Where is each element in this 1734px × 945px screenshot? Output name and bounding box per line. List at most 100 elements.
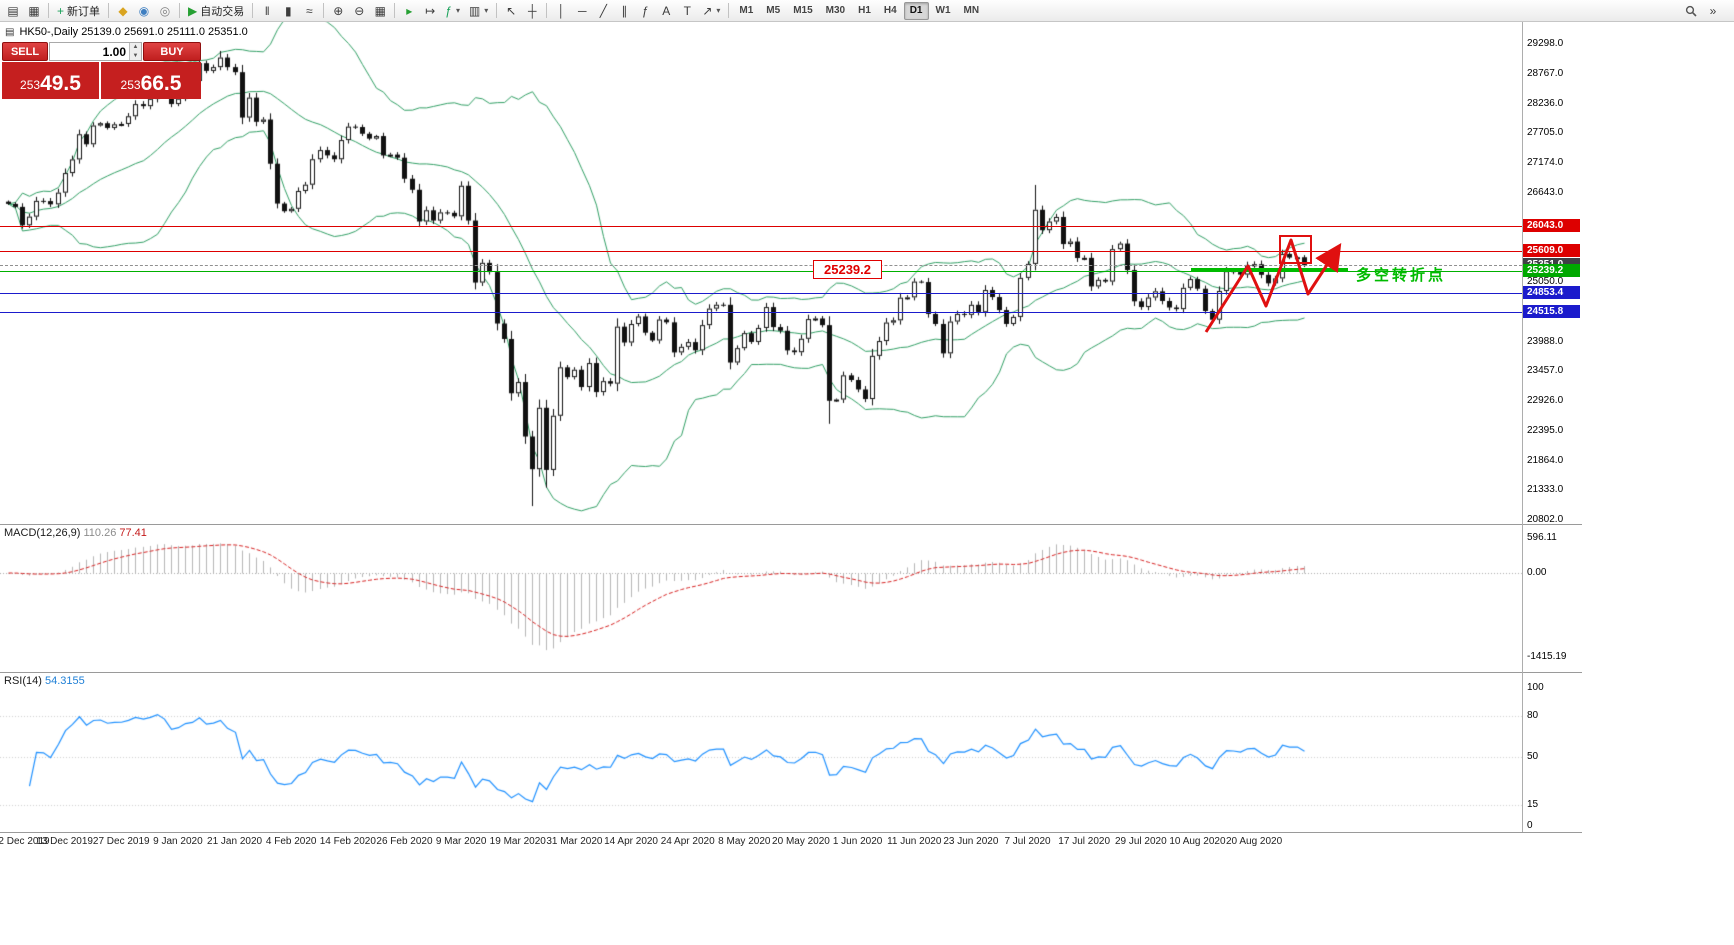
chart-shift-icon[interactable]: ↦ <box>425 3 436 18</box>
hline-25609[interactable] <box>0 251 1522 252</box>
rsi-axis-label: 80 <box>1527 709 1539 721</box>
label-tool-icon[interactable]: T <box>683 3 691 18</box>
toolbar-separator <box>323 3 325 18</box>
toolbar-separator <box>48 3 49 18</box>
buy-price[interactable]: 253 66.5 <box>101 62 201 99</box>
volume-input[interactable]: 1.00 ▲ ▼ <box>49 42 142 61</box>
hline-25351[interactable] <box>0 265 1522 266</box>
sell-price-prefix: 253 <box>20 78 41 92</box>
hline-25239.2[interactable] <box>0 271 1522 272</box>
date-axis-label: 2 Dec 2019 <box>0 836 50 847</box>
timeframe-m1-button[interactable]: M1 <box>739 5 754 16</box>
templates-icon[interactable]: ▥ ▾ <box>468 3 489 18</box>
candlestick-chart-icon[interactable]: ▮ <box>284 3 292 18</box>
price-tag-25609: 25609.0 <box>1523 244 1580 257</box>
turning-point-text[interactable]: 多空转折点 <box>1356 267 1447 284</box>
price-axis-label: 26643.0 <box>1527 186 1564 198</box>
zoom-in-icon[interactable]: ⊕ <box>333 3 344 18</box>
toolbar-right-group: » <box>1681 1 1723 20</box>
turning-point-line[interactable] <box>1191 268 1348 272</box>
date-axis-label: 10 Aug 2020 <box>1169 836 1226 847</box>
macd-axis-label: -1415.19 <box>1527 650 1567 662</box>
price-axis-label: 22395.0 <box>1527 424 1564 436</box>
arrows-tool-icon[interactable]: ↗ ▾ <box>702 3 721 18</box>
date-axis-label: 11 Jun 2020 <box>887 836 942 847</box>
timeframe-w1-button[interactable]: W1 <box>935 5 951 16</box>
date-axis-label: 20 Aug 2020 <box>1225 836 1283 847</box>
volume-spinner[interactable]: ▲ ▼ <box>129 43 141 60</box>
toolbar-separator <box>394 3 396 18</box>
rsi-axis-label: 100 <box>1527 682 1544 693</box>
new-chart-icon[interactable]: ▦ <box>28 3 40 18</box>
date-axis-separator <box>0 832 1582 833</box>
cursor-icon[interactable]: ↖ <box>506 3 517 18</box>
rsi-value: 54.3155 <box>44 675 85 687</box>
auto-trading-button[interactable]: ▶ 自动交易 <box>188 3 245 18</box>
toolbar-separator <box>252 3 254 18</box>
trendline-icon[interactable]: ╱ <box>599 3 607 18</box>
date-axis-label: 14 Feb 2020 <box>319 836 376 847</box>
hline-24515.8[interactable] <box>0 312 1522 313</box>
price-annotation-label[interactable]: 25239.2 <box>813 260 882 279</box>
price-tag-26043: 26043.0 <box>1523 219 1580 232</box>
spinner-down-icon[interactable]: ▼ <box>130 51 141 60</box>
price-tag-24515.8: 24515.8 <box>1523 305 1580 318</box>
market-icon[interactable]: ◎ <box>159 3 171 18</box>
date-axis-label: 9 Mar 2020 <box>435 836 487 847</box>
date-axis-label: 7 Jul 2020 <box>1004 836 1051 847</box>
tile-windows-icon[interactable]: ▦ <box>374 3 386 18</box>
rsi-axis-label: 50 <box>1527 751 1539 762</box>
timeframe-h4-button[interactable]: H4 <box>883 5 897 16</box>
expert-advisors-icon[interactable]: ◉ <box>138 3 150 18</box>
buy-price-prefix: 253 <box>120 78 141 92</box>
timeframe-m30-button[interactable]: M30 <box>825 5 846 16</box>
spinner-up-icon[interactable]: ▲ <box>130 43 141 52</box>
price-axis-label: 29298.0 <box>1527 38 1564 49</box>
fibonacci-icon[interactable]: ƒ <box>641 3 649 18</box>
macd-axis-label: 596.11 <box>1527 531 1557 543</box>
text-tool-icon[interactable]: A <box>662 3 671 18</box>
indicators-icon[interactable]: ƒ ▾ <box>445 3 460 18</box>
price-axis-label: 22926.0 <box>1527 395 1564 406</box>
timeframe-d1-button[interactable]: D1 <box>903 1 929 20</box>
timeframe-mn-button[interactable]: MN <box>963 5 980 16</box>
sell-button[interactable]: SELL <box>2 42 48 61</box>
bars-chart-icon[interactable]: ‖ <box>264 3 270 18</box>
date-axis-label: 1 Jun 2020 <box>832 836 883 847</box>
rsi-axis-label: 15 <box>1527 799 1539 811</box>
macd-signal-value: 77.41 <box>119 527 147 539</box>
timeframe-m5-button[interactable]: M5 <box>766 5 781 16</box>
macd-indicator-label: MACD(12,26,9) 110.26 77.41 <box>4 527 147 539</box>
date-axis-label: 9 Jan 2020 <box>153 836 203 847</box>
buy-button[interactable]: BUY <box>143 42 201 61</box>
macd-panel-splitter[interactable] <box>0 524 1582 525</box>
metaquotes-icon[interactable]: ◆ <box>118 3 128 18</box>
new-order-button[interactable]: + 新订单 <box>57 3 101 18</box>
price-axis-label: 21864.0 <box>1527 454 1564 466</box>
zoom-out-icon[interactable]: ⊖ <box>354 3 365 18</box>
line-chart-icon[interactable]: ≈ <box>305 3 313 18</box>
toolbar-separator <box>108 3 110 18</box>
timeframe-h1-button[interactable]: H1 <box>858 5 871 16</box>
price-axis-border <box>1522 22 1523 832</box>
channel-icon[interactable]: ∥ <box>621 3 628 18</box>
hline-26043[interactable] <box>0 226 1522 227</box>
chart-ohlc-header: ▤ HK50-,Daily 25139.0 25691.0 25111.0 25… <box>5 26 248 38</box>
price-axis-label: 23988.0 <box>1527 335 1564 347</box>
date-axis-label: 13 Dec 2019 <box>36 836 93 847</box>
date-axis-label: 27 Dec 2019 <box>92 836 150 847</box>
horizontal-line-icon[interactable]: ─ <box>578 3 587 18</box>
rsi-panel-splitter[interactable] <box>0 672 1582 673</box>
vertical-line-icon[interactable]: │ <box>557 3 566 18</box>
chart-window-icon[interactable]: ▤ <box>7 3 19 18</box>
timeframe-m15-button[interactable]: M15 <box>793 5 813 16</box>
auto-scroll-icon[interactable]: ▸ <box>406 3 413 18</box>
crosshair-icon[interactable]: ┼ <box>528 3 537 18</box>
toolbar-overflow-icon[interactable]: » <box>1709 3 1717 18</box>
search-icon[interactable] <box>1681 1 1701 20</box>
price-axis-label: 25050.0 <box>1527 276 1564 287</box>
sell-price[interactable]: 253 49.5 <box>2 62 99 99</box>
hline-24853.4[interactable] <box>0 293 1522 294</box>
date-axis-label: 4 Feb 2020 <box>265 836 317 847</box>
